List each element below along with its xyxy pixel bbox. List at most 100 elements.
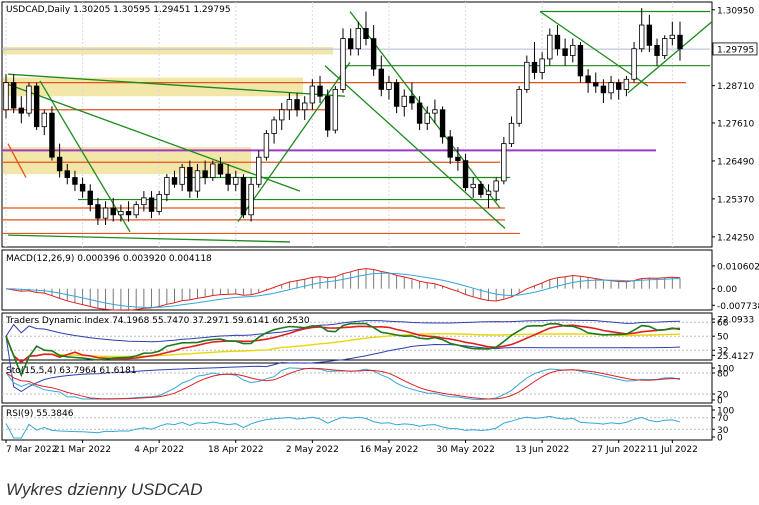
tdi-tick-label: 72.0933 [717,316,754,326]
price-tick-label: 1.24250 [717,233,754,243]
candle [646,14,653,53]
trend-channel-lower [324,65,506,229]
candle [72,170,78,192]
candle [623,75,630,97]
stoch-tick-label: 20 [717,391,729,401]
candle-body [171,177,178,185]
candle-body [600,85,607,94]
candle [585,69,591,93]
candle-body [317,85,323,97]
price-tick-label: 1.27610 [717,119,754,129]
candle-body [416,102,423,124]
candle-body [263,133,270,158]
candle [524,55,530,93]
candle [286,92,293,120]
tdi-tick-label: 32 [717,347,728,357]
candle [187,160,193,198]
rsi-tick-label: 30 [717,426,729,436]
candle [455,147,461,171]
stoch-tick-label: 100 [717,365,734,375]
candle [462,153,469,192]
price-panel-frame [1,1,713,248]
trend-top-left [7,73,346,97]
candle [141,191,147,212]
candle [133,201,139,219]
resistance-zone [3,47,333,55]
candle-body [33,85,40,128]
candle [210,160,216,181]
candle-body [363,28,369,39]
candle-body [118,211,124,216]
price-tick-label: 1.25370 [717,195,754,205]
candle-body [409,95,415,104]
candle [409,82,415,110]
candle-body [294,99,300,111]
candle-body [279,109,285,121]
candle [332,86,339,134]
usdcad-chart: 1.30950 1.29795 1.28710 1.27610 1.26490 1.253… [1,1,759,455]
candle [164,174,170,202]
candle-body [501,143,507,182]
candle-body [225,173,231,185]
rsi-tick-label: 0 [717,434,723,444]
candle [26,82,32,117]
time-tick-label: 16 May 2022 [360,445,419,455]
candle-body [508,122,515,145]
time-tick-label: 11 Jul 2022 [647,445,698,455]
candle-body [478,183,484,195]
candle-body [156,194,162,212]
trend-down-1 [39,80,131,233]
candle-body [646,24,653,46]
candle-body [393,82,400,107]
last-price-box [712,42,758,56]
candle-body [3,82,9,111]
candle [125,201,132,222]
candle-body [125,211,132,216]
candle [577,41,584,83]
stoch-tick-label: 80 [717,370,729,380]
candle [378,55,384,97]
candle-body [401,95,407,107]
candle [447,130,453,164]
candle [240,174,247,219]
candle [661,35,668,59]
candle [485,184,492,209]
candle [363,11,369,46]
candle-body [95,204,101,219]
tdi-upper-band [5,319,681,343]
candle [416,96,423,131]
candle-body [677,34,683,50]
candle [148,191,155,219]
candle-body [240,177,247,216]
time-tick-label: 27 Jun 2022 [592,445,646,455]
candle-body [639,24,645,50]
candle [631,41,637,83]
candle [355,21,362,56]
price-tick-label: 1.26490 [717,157,754,167]
macd-signal-line [5,272,681,308]
candle-body [148,197,155,212]
stoch-panel-frame [1,362,713,404]
candle [508,116,515,148]
macd-panel-frame [1,249,713,311]
candle-body [133,204,139,216]
candle-body [233,177,239,185]
candle [386,75,392,100]
candle [64,163,70,185]
candle [654,38,660,66]
candle-body [210,163,216,178]
rsi-tick-label: 70 [717,414,729,424]
candle-body [485,190,492,195]
candle [110,197,116,222]
macd-label: MACD(12,26,9) 0.000396 0.003920 0.004118 [6,254,212,264]
candle-body [531,61,538,73]
candle [562,38,568,66]
candle [102,201,109,225]
candle [217,157,224,178]
stoch-signal-line [5,367,680,400]
price-tick-label: 1.30950 [717,6,754,16]
candle [478,180,484,198]
tdi-tick-label: 50 [717,333,729,343]
candle-body [271,119,277,134]
zone-lower [3,147,251,175]
